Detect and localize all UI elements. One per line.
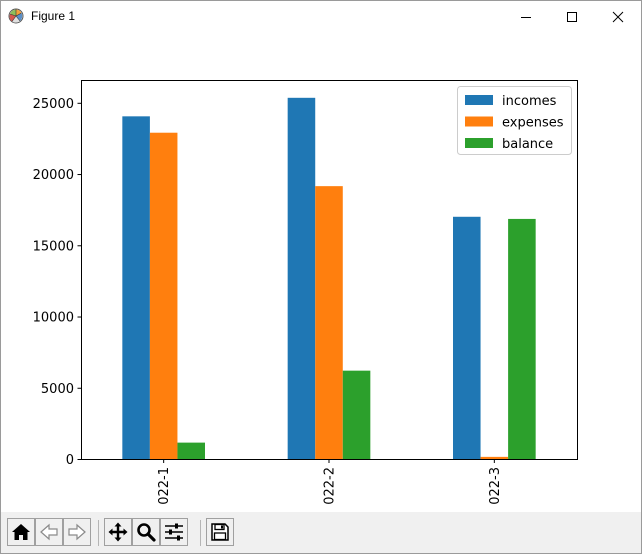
toolbar-separator	[98, 520, 99, 546]
legend-label-expenses: expenses	[502, 116, 564, 131]
y-tick-label: 20000	[33, 168, 74, 183]
pan-icon	[108, 522, 128, 542]
maximize-button[interactable]	[549, 1, 595, 32]
y-tick-label: 0	[66, 453, 74, 468]
configure-subplots-button[interactable]	[160, 518, 188, 546]
legend: incomes expenses balance	[457, 86, 572, 155]
legend-label-balance: balance	[502, 137, 553, 152]
y-axis: 0 5000 10000 15000 20000 25000	[33, 97, 82, 468]
matplotlib-logo-icon	[8, 8, 24, 24]
pan-button[interactable]	[104, 518, 132, 546]
bar-expenses-2	[480, 456, 509, 459]
x-tick-label: 022-1	[157, 467, 172, 505]
save-icon	[211, 523, 229, 541]
y-tick-label: 25000	[33, 97, 74, 112]
bar-expenses-0	[149, 132, 178, 459]
bar-incomes-1	[287, 97, 316, 459]
legend-swatch-balance	[465, 138, 493, 148]
x-tick-label: 022-3	[488, 467, 503, 505]
toolbar-separator	[200, 520, 201, 546]
figure-canvas[interactable]: 0 5000 10000 15000 20000 25000 022-1 022-2 022-…	[1, 32, 641, 512]
x-tick-label: 022-2	[323, 467, 338, 505]
bar-balance-0	[177, 442, 205, 459]
window-title: Figure 1	[31, 9, 76, 23]
y-tick-label: 10000	[33, 311, 74, 326]
navigation-toolbar	[1, 512, 641, 553]
close-icon	[612, 11, 624, 23]
title-bar: Figure 1	[1, 1, 641, 32]
legend-swatch-incomes	[465, 95, 493, 105]
x-axis: 022-1 022-2 022-3	[157, 459, 503, 505]
zoom-button[interactable]	[132, 518, 160, 546]
forward-icon	[68, 523, 86, 541]
zoom-icon	[137, 523, 156, 542]
bar-expenses-1	[315, 186, 343, 459]
forward-button[interactable]	[63, 518, 91, 546]
maximize-icon	[567, 12, 577, 22]
legend-label-incomes: incomes	[502, 94, 557, 109]
back-icon	[40, 523, 58, 541]
bar-incomes-2	[453, 216, 481, 459]
configure-subplots-icon	[165, 523, 183, 541]
minimize-button[interactable]	[503, 1, 549, 32]
bar-balance-1	[342, 370, 371, 459]
bar-incomes-0	[122, 116, 150, 460]
home-icon	[12, 524, 30, 540]
back-button[interactable]	[35, 518, 63, 546]
y-tick-label: 5000	[41, 382, 74, 397]
y-tick-label: 15000	[33, 239, 74, 254]
legend-swatch-expenses	[465, 116, 493, 127]
close-button[interactable]	[595, 1, 641, 32]
bars-layer	[122, 97, 536, 460]
minimize-icon	[521, 17, 531, 18]
save-button[interactable]	[206, 518, 234, 546]
bar-balance-2	[508, 218, 536, 459]
home-button[interactable]	[7, 518, 35, 546]
